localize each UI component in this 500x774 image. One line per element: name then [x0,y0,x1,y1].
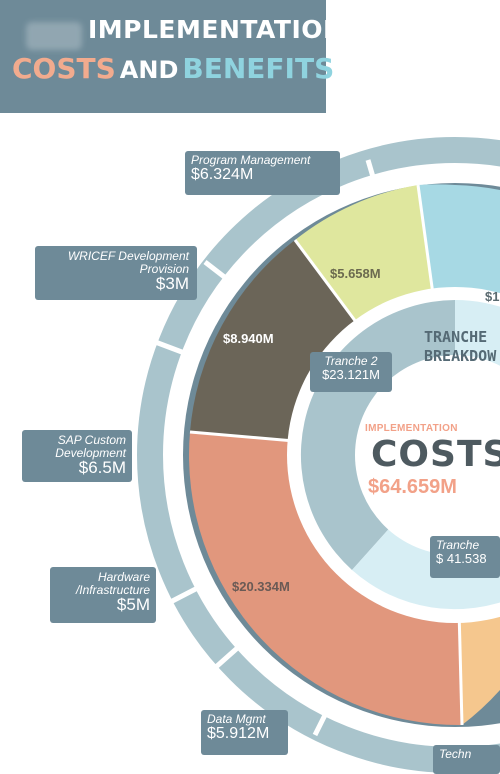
title-line-1: IMPLEMENTATION [88,15,345,44]
center-total: $64.659M [368,476,457,498]
callout-label: Program Management [191,153,311,167]
callout-tranche-1: Tranche $ 41.538 [430,536,500,578]
segment-label-salmon: $20.334M [232,579,290,594]
logo-icon [26,22,82,50]
callout-value: $6.324M [191,165,254,183]
center-title: COSTS [371,434,500,475]
callout-hardware: Hardware /Infrastructure $5M [50,567,156,623]
callout-sap-custom: SAP Custom Development $6.5M [22,430,132,482]
callout-label: Tranche 2 [324,354,378,368]
callout-label: Tranche [436,538,480,552]
callout-techn: Techn [433,745,500,774]
segment-label-dark: $8.940M [223,331,274,346]
title-benefits: BENEFITS [182,52,335,85]
tranche-breakdown-heading: TRANCHE BREAKDOW [424,328,496,366]
segment-label-yellow: $5.658M [330,266,381,281]
segment-label-right: $1 [485,289,500,304]
center-subtitle: IMPLEMENTATION [365,423,458,434]
callout-wricef: WRICEF Development Provision $3M [35,246,197,300]
callout-value: $6.5M [78,458,126,478]
title-banner: IMPLEMENTATION COSTS AND BENEFITS [0,0,344,113]
callout-label: WRICEF Development Provision [67,249,189,276]
callout-value: $ 41.538 [436,550,487,566]
title-line-2: COSTS AND BENEFITS [12,52,334,85]
title-and: AND [119,56,179,84]
callout-label: Techn [439,747,472,761]
title-costs: COSTS [12,52,116,85]
callout-value: $3M [155,274,189,294]
callout-value: $5.912M [207,724,270,742]
center-disk [355,355,500,555]
callout-data-mgmt: Data Mgmt $5.912M [201,710,288,755]
tranche-heading-line-1: TRANCHE [424,328,488,346]
callout-label: Hardware /Infrastructure [75,570,150,597]
tranche-heading-line-2: BREAKDOW [424,346,497,365]
callout-value: $23.121M [322,366,380,382]
callout-tranche-2: Tranche 2 $23.121M [310,352,392,392]
callout-program-management: Program Management $6.324M [185,151,340,195]
callout-label: Data Mgmt [207,712,266,726]
callout-label: SAP Custom Development [55,433,126,460]
callout-value: $5M [116,595,150,615]
